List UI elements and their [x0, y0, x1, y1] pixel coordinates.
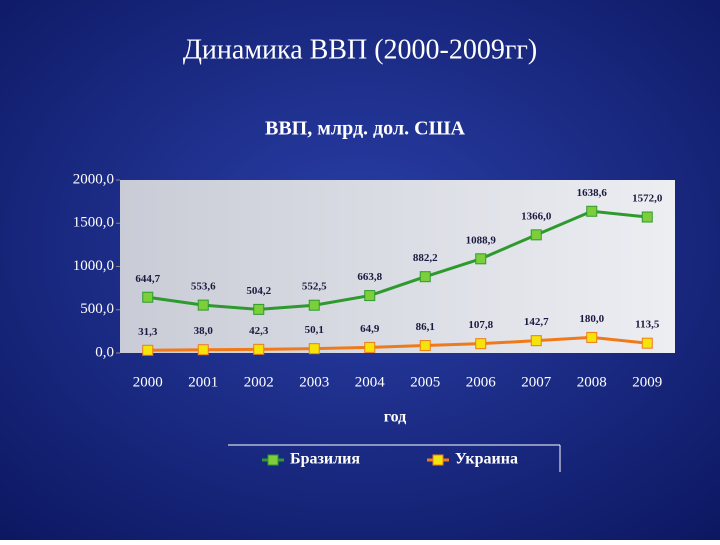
data-label: 663,8 [357, 271, 382, 283]
y-tick-label: 0,0 [95, 344, 114, 360]
legend-label: Бразилия [290, 451, 360, 468]
data-label: 552,5 [302, 281, 327, 293]
x-tick-label: 2008 [577, 374, 607, 390]
marker [142, 291, 154, 303]
y-tick-label: 2000,0 [73, 171, 114, 187]
x-tick-label: 2009 [632, 374, 662, 390]
x-tick-label: 2005 [410, 374, 440, 390]
chart-title: ВВП, млрд. дол. США [265, 118, 466, 140]
x-tick-label: 2004 [355, 374, 386, 390]
marker [308, 343, 320, 355]
data-label: 553,6 [191, 281, 216, 293]
data-label: 644,7 [135, 273, 160, 285]
x-axis-label: год [384, 409, 407, 426]
marker [586, 205, 598, 217]
x-tick-label: 2006 [466, 374, 497, 390]
data-label: 504,2 [246, 285, 271, 297]
marker [475, 253, 487, 265]
data-label: 86,1 [416, 321, 435, 333]
marker [197, 299, 209, 311]
marker [419, 340, 431, 352]
data-label: 882,2 [413, 252, 438, 264]
plot-area [120, 180, 675, 353]
marker [586, 331, 598, 343]
marker [253, 303, 265, 315]
y-tick-label: 1000,0 [73, 258, 114, 274]
data-label: 1638,6 [577, 187, 608, 199]
data-label: 64,9 [360, 323, 380, 335]
y-tick-label: 500,0 [80, 301, 114, 317]
data-label: 1572,0 [632, 193, 663, 205]
marker [530, 229, 542, 241]
legend-marker [432, 454, 444, 466]
slide-title: Динамика ВВП (2000-2009гг) [183, 34, 537, 65]
data-label: 50,1 [305, 324, 324, 336]
data-label: 113,5 [635, 319, 660, 331]
marker [641, 211, 653, 223]
marker [641, 337, 653, 349]
marker [419, 271, 431, 283]
data-label: 107,8 [468, 319, 493, 331]
x-tick-label: 2001 [188, 374, 218, 390]
marker [197, 344, 209, 356]
legend-label: Украина [455, 451, 518, 468]
y-tick-label: 1500,0 [73, 215, 114, 231]
data-label: 142,7 [524, 316, 549, 328]
marker [308, 299, 320, 311]
marker [364, 290, 376, 302]
x-tick-label: 2000 [133, 374, 163, 390]
marker [475, 338, 487, 350]
x-tick-label: 2003 [299, 374, 329, 390]
series-line [147, 335, 648, 352]
data-label: 180,0 [579, 313, 604, 325]
marker [364, 341, 376, 353]
x-tick-label: 2007 [521, 374, 552, 390]
marker [530, 335, 542, 347]
data-label: 31,3 [138, 326, 158, 338]
legend [228, 444, 561, 472]
data-label: 42,3 [249, 325, 269, 337]
x-tick-label: 2002 [244, 374, 274, 390]
data-label: 1088,9 [466, 234, 497, 246]
series-line [147, 209, 648, 311]
marker [253, 343, 265, 355]
data-label: 1366,0 [521, 210, 552, 222]
data-label: 38,0 [194, 325, 214, 337]
legend-marker [267, 454, 279, 466]
marker [142, 344, 154, 356]
